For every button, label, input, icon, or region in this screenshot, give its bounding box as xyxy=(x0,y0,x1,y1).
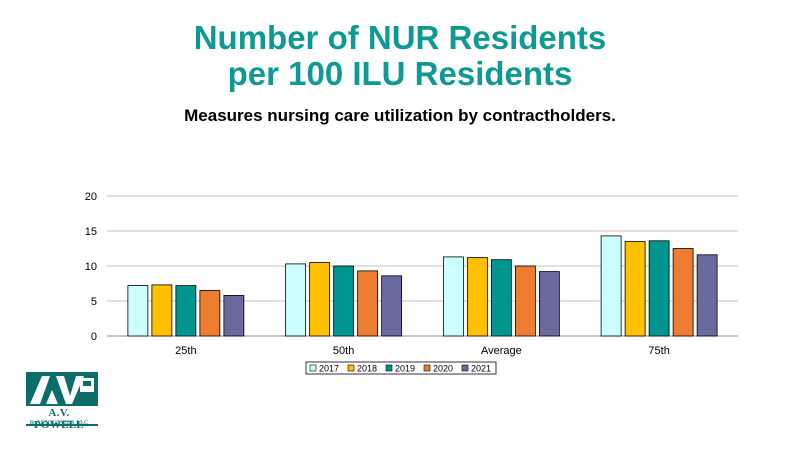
bar-2018-50th xyxy=(309,262,331,337)
bar-2020-25th xyxy=(199,290,221,337)
legend-swatch-2021 xyxy=(461,364,469,372)
legend-swatch-2020 xyxy=(423,364,431,372)
bar-2020-Average xyxy=(514,265,536,337)
bar-2019-25th xyxy=(175,285,197,337)
x-tick-label: 75th xyxy=(648,345,669,357)
bar-2017-50th xyxy=(285,263,307,337)
x-tick-label: 50th xyxy=(333,345,354,357)
legend-swatch-2019 xyxy=(385,364,393,372)
bar-2021-75th xyxy=(696,254,718,337)
bar-2017-75th xyxy=(600,235,622,337)
avp-logo-icon xyxy=(26,372,98,426)
bar-2020-75th xyxy=(672,248,694,337)
bar-2020-50th xyxy=(357,270,379,337)
legend-swatch-2018 xyxy=(347,364,355,372)
x-tick-label: Average xyxy=(481,345,522,357)
bar-2018-Average xyxy=(466,257,488,337)
bar-2019-50th xyxy=(333,265,355,337)
bar-2021-25th xyxy=(223,294,245,337)
y-tick-label: 20 xyxy=(85,191,97,203)
x-tick-label: 25th xyxy=(175,345,196,357)
legend-label: 2018 xyxy=(357,364,377,374)
logo-tagline: & ASSOCIATES LLC xyxy=(29,419,89,426)
logo-name: A.V. POWELL xyxy=(33,407,85,431)
slide-title: Number of NUR Residents per 100 ILU Resi… xyxy=(0,20,800,92)
bar-2017-25th xyxy=(127,285,149,337)
bar-2021-Average xyxy=(538,271,560,337)
bar-2021-50th xyxy=(381,275,403,337)
bar-2019-75th xyxy=(648,240,670,337)
bar-2017-Average xyxy=(442,256,464,337)
legend-label: 2020 xyxy=(433,364,453,374)
y-tick-label: 5 xyxy=(91,296,97,308)
y-tick-label: 15 xyxy=(85,226,97,238)
legend-label: 2021 xyxy=(471,364,491,374)
bar-2018-75th xyxy=(624,241,646,337)
y-tick-label: 0 xyxy=(91,331,97,343)
y-tick-label: 10 xyxy=(85,261,97,273)
legend-swatch-2017 xyxy=(309,364,317,372)
title-line-2: per 100 ILU Residents xyxy=(227,55,573,92)
slide-subtitle: Measures nursing care utilization by con… xyxy=(184,106,616,125)
bar-2019-Average xyxy=(490,259,512,337)
bar-2018-25th xyxy=(151,284,173,337)
title-line-1: Number of NUR Residents xyxy=(193,19,607,56)
legend-label: 2019 xyxy=(395,364,415,374)
legend-label: 2017 xyxy=(319,364,339,374)
